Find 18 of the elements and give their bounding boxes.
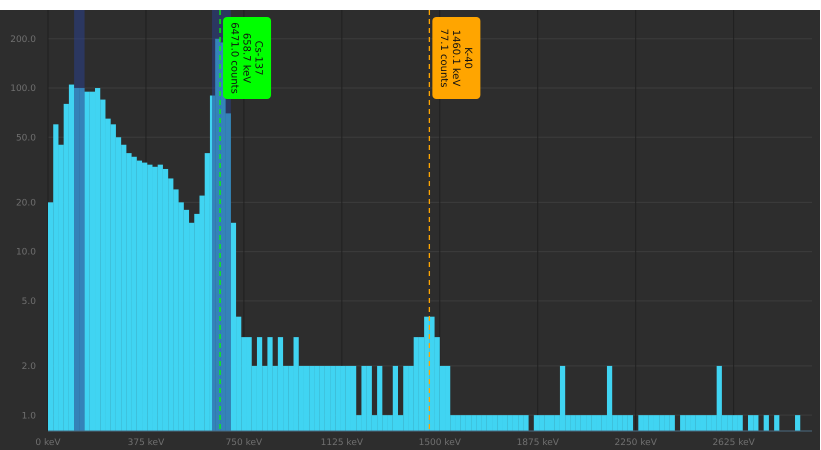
y-tick-label: 50.0 bbox=[16, 133, 36, 144]
x-tick-label: 1500 keV bbox=[418, 438, 462, 448]
y-tick-label: 200.0 bbox=[10, 34, 36, 45]
y-tick-label: 2.0 bbox=[22, 362, 36, 372]
y-tick-label: 1.0 bbox=[22, 411, 36, 422]
x-tick-label: 375 keV bbox=[128, 438, 166, 448]
ref-line-label: K-40 1460.1 keV 77.1 counts bbox=[438, 28, 473, 88]
x-tick-label: 1875 keV bbox=[516, 438, 560, 448]
ref-line-label: Cs-137 658.7 keV 6471.0 counts bbox=[228, 22, 264, 94]
x-tick-label: 0 keV bbox=[35, 438, 62, 448]
x-tick-label: 2250 keV bbox=[614, 438, 658, 448]
y-tick-label: 100.0 bbox=[10, 84, 36, 94]
y-tick-label: 10.0 bbox=[16, 248, 36, 258]
y-tick-label: 20.0 bbox=[16, 198, 36, 209]
x-tick-label: 1125 keV bbox=[320, 438, 364, 448]
x-tick-label: 2625 keV bbox=[712, 438, 756, 448]
x-tick-label: 750 keV bbox=[226, 438, 264, 448]
y-tick-label: 5.0 bbox=[22, 296, 36, 307]
